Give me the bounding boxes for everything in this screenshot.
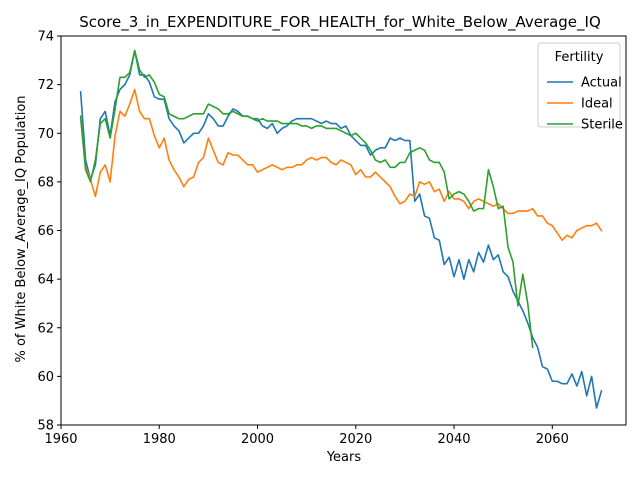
y-tick-label: 62: [37, 321, 54, 336]
y-axis-label: % of White Below_Average_IQ Population: [14, 95, 29, 362]
legend-box: [537, 42, 621, 128]
x-tick-label: 1960: [44, 432, 77, 447]
x-tick-label: 2020: [339, 432, 372, 447]
x-tick-label: 2000: [241, 432, 274, 447]
x-tick-label: 1980: [143, 432, 176, 447]
series-line-ideal: [79, 88, 603, 242]
x-axis-label: Years: [326, 450, 362, 465]
y-tick-label: 64: [37, 273, 54, 288]
legend-entry-label: Sterile: [581, 118, 623, 133]
plot-area: [79, 49, 603, 409]
y-tick-label: 74: [37, 30, 54, 45]
x-axis-ticks: 1960 1980 2000 2020 2040 2060: [44, 425, 569, 447]
x-tick-label: 2040: [437, 432, 470, 447]
series-line-actual: [79, 49, 603, 409]
y-tick-label: 70: [37, 127, 54, 142]
chart-title: Score_3_in_EXPENDITURE_FOR_HEALTH_for_Wh…: [79, 13, 601, 32]
y-tick-label: 72: [37, 78, 54, 93]
legend: Fertility Actual Ideal Sterile: [537, 42, 623, 133]
y-tick-label: 68: [37, 175, 54, 190]
y-tick-label: 58: [37, 419, 54, 434]
y-tick-label: 66: [37, 224, 54, 239]
x-tick-label: 2060: [536, 432, 569, 447]
legend-title: Fertility: [555, 50, 604, 65]
legend-entry-label: Ideal: [581, 97, 613, 112]
series-line-sterile: [79, 49, 534, 349]
y-tick-label: 60: [37, 370, 54, 385]
y-axis-ticks: 58 60 62 64 66 68 70 72 74: [37, 30, 61, 434]
legend-entry-label: Actual: [581, 76, 622, 91]
plot-frame: [60, 35, 627, 426]
